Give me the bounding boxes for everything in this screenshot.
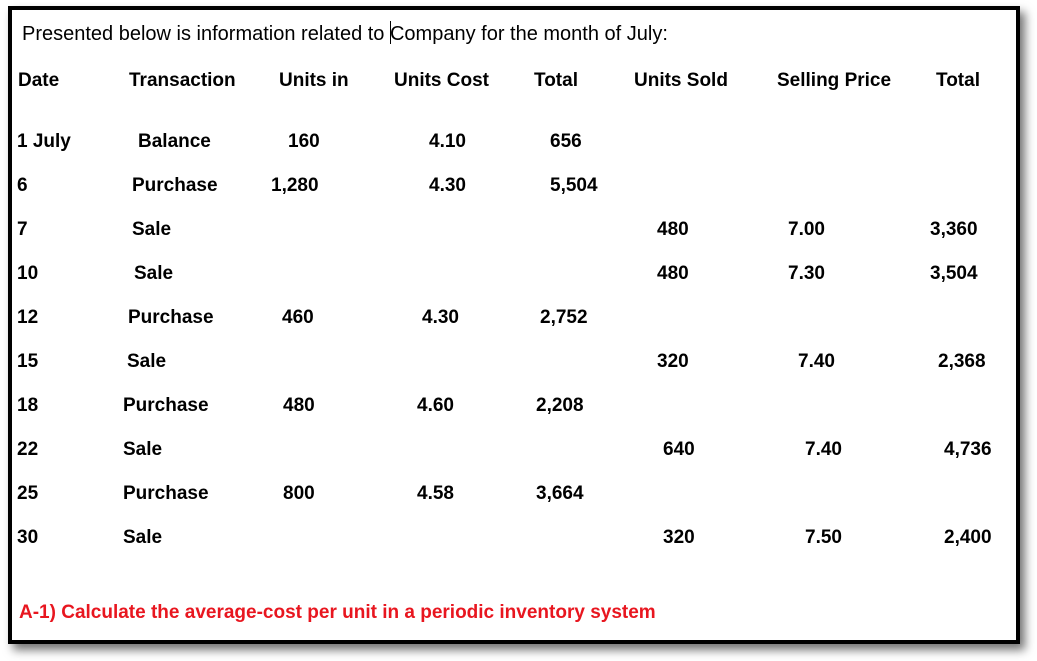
header-total-cost: Total [534, 70, 578, 91]
selling-price-cell: 7.40 [805, 439, 842, 460]
header-units-in: Units in [279, 70, 349, 91]
units-sold-cell: 320 [663, 527, 695, 548]
unit-cost-cell: 4.30 [429, 175, 466, 196]
header-selling-price: Selling Price [777, 70, 892, 91]
document-page: Presented below is information related t… [8, 6, 1020, 644]
selling-price-cell: 7.30 [788, 263, 825, 284]
unit-cost-cell: 4.10 [429, 131, 466, 152]
units-in-cell: 160 [288, 131, 320, 152]
total-sales-cell: 2,368 [938, 351, 986, 372]
question-text: A-1) Calculate the average-cost per unit… [19, 602, 656, 623]
date-cell: 25 [17, 483, 39, 504]
header-transaction: Transaction [129, 70, 236, 91]
transaction-cell: Sale [123, 439, 163, 460]
units-sold-cell: 480 [657, 263, 689, 284]
units-in-cell: 480 [283, 395, 315, 416]
unit-cost-cell: 4.30 [422, 307, 459, 328]
text-cursor [389, 21, 391, 44]
header-total-sales: Total [936, 70, 980, 91]
total-cost-cell: 656 [550, 131, 582, 152]
transaction-cell: Sale [127, 351, 167, 372]
date-cell: 10 [17, 263, 39, 284]
total-sales-cell: 2,400 [944, 527, 992, 548]
date-cell: 1 July [17, 131, 71, 152]
header-units-cost: Units Cost [394, 70, 489, 91]
transaction-cell: Purchase [128, 307, 214, 328]
intro-text-start: Presented below is information related t… [22, 23, 390, 45]
units-in-cell: 460 [282, 307, 314, 328]
intro-text-end: Company for the month of July: [389, 23, 668, 45]
total-sales-cell: 4,736 [944, 439, 992, 460]
transaction-cell: Purchase [123, 483, 209, 504]
transaction-cell: Sale [134, 263, 174, 284]
selling-price-cell: 7.00 [788, 219, 825, 240]
date-cell: 12 [17, 307, 39, 328]
total-cost-cell: 5,504 [550, 175, 598, 196]
total-cost-cell: 3,664 [536, 483, 584, 504]
total-cost-cell: 2,208 [536, 395, 584, 416]
date-cell: 22 [17, 439, 39, 460]
units-in-cell: 1,280 [271, 175, 319, 196]
total-sales-cell: 3,360 [930, 219, 978, 240]
units-sold-cell: 480 [657, 219, 689, 240]
selling-price-cell: 7.50 [805, 527, 842, 548]
total-sales-cell: 3,504 [930, 263, 978, 284]
transaction-cell: Purchase [132, 175, 218, 196]
date-cell: 18 [17, 395, 39, 416]
date-cell: 7 [17, 219, 28, 240]
units-sold-cell: 640 [663, 439, 695, 460]
date-cell: 30 [17, 527, 39, 548]
transaction-cell: Sale [132, 219, 172, 240]
header-date: Date [18, 70, 60, 91]
transaction-cell: Balance [138, 131, 211, 152]
date-cell: 6 [17, 175, 28, 196]
selling-price-cell: 7.40 [798, 351, 835, 372]
transaction-cell: Purchase [123, 395, 209, 416]
total-cost-cell: 2,752 [540, 307, 588, 328]
units-sold-cell: 320 [657, 351, 689, 372]
date-cell: 15 [17, 351, 39, 372]
unit-cost-cell: 4.58 [417, 483, 454, 504]
unit-cost-cell: 4.60 [417, 395, 454, 416]
intro-text: Presented below is information related t… [22, 21, 668, 46]
transaction-cell: Sale [123, 527, 163, 548]
header-units-sold: Units Sold [634, 70, 728, 91]
units-in-cell: 800 [283, 483, 315, 504]
